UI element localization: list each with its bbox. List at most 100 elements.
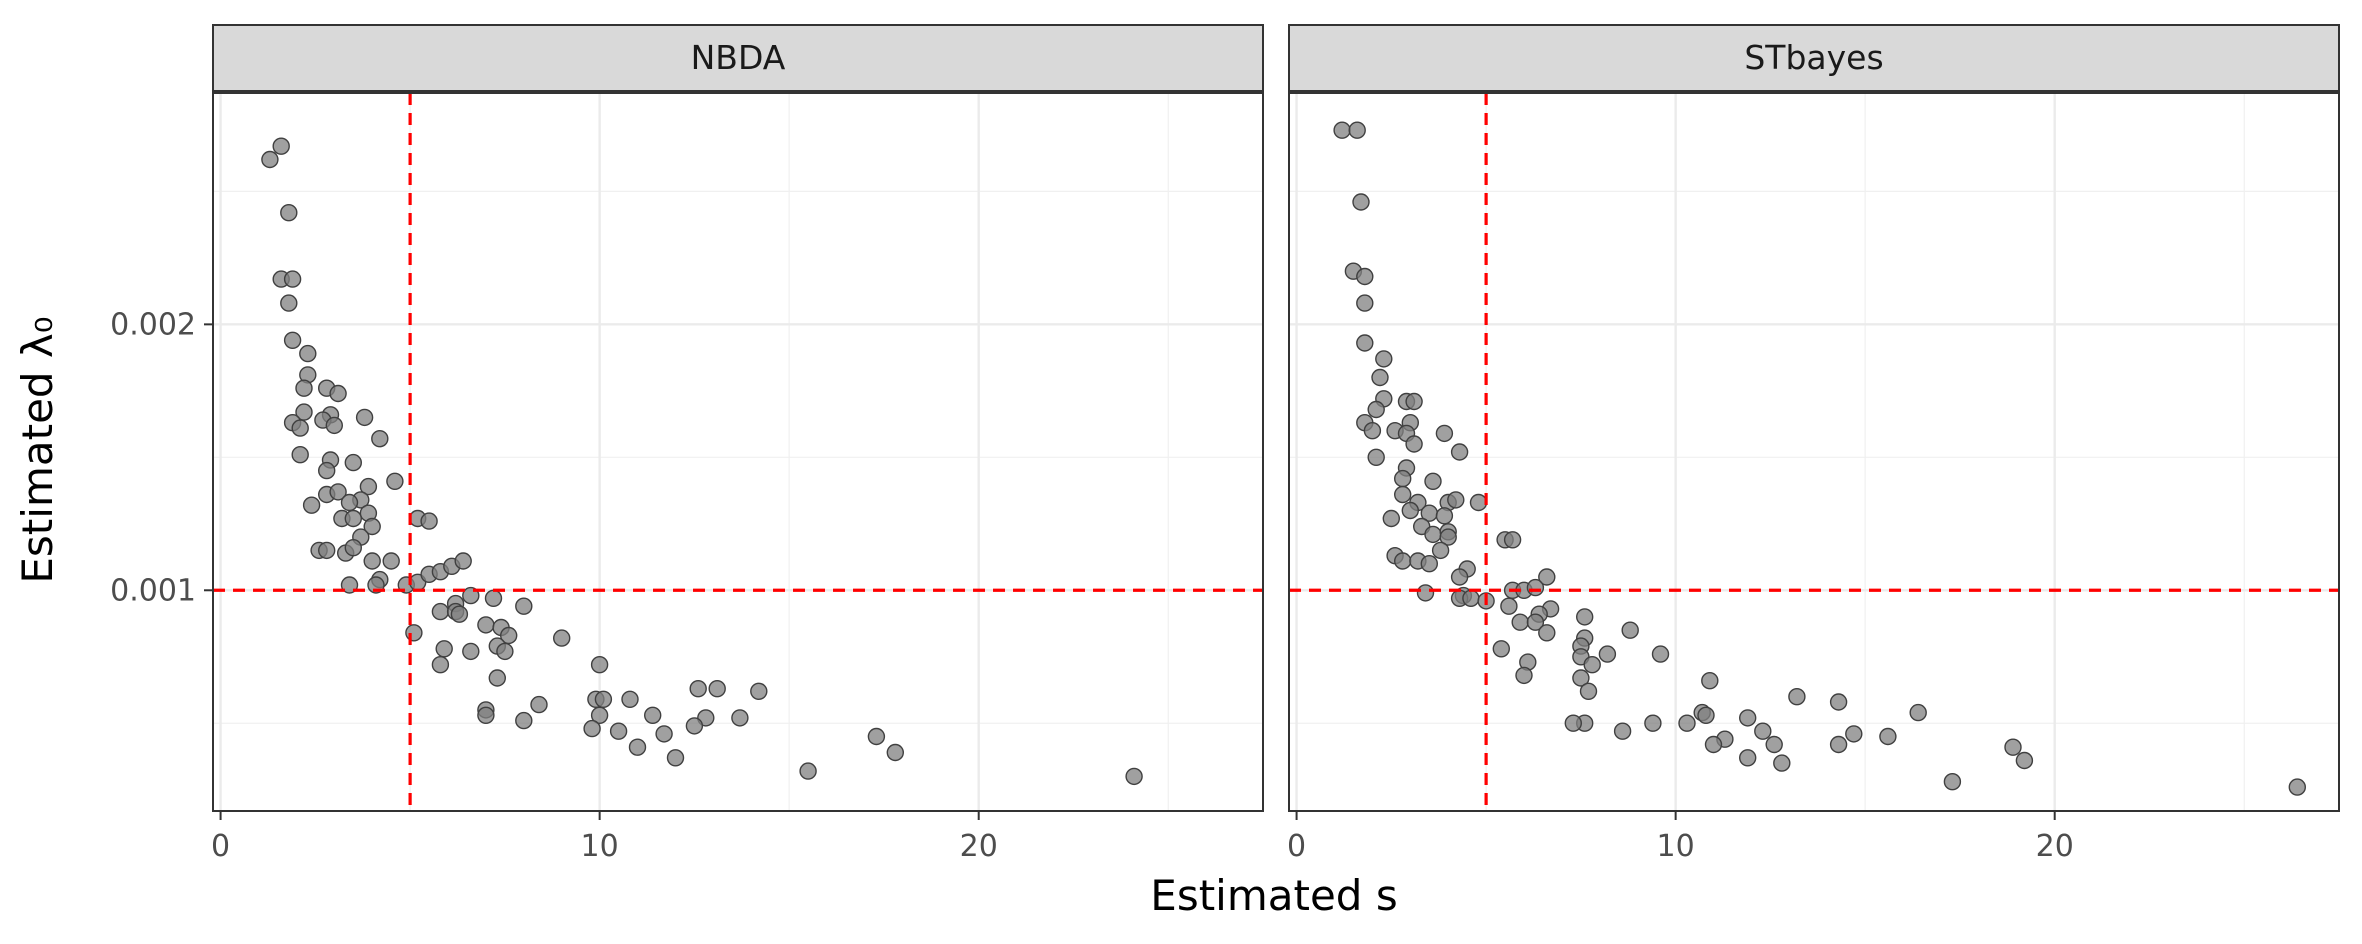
data-point <box>420 512 438 530</box>
data-point <box>1879 727 1897 746</box>
data-point <box>344 539 362 557</box>
data-point <box>1678 714 1696 732</box>
data-point <box>1352 193 1370 211</box>
x-tick-label: 10 <box>581 829 619 864</box>
x-tick-label: 20 <box>2036 829 2074 864</box>
data-point <box>621 690 639 708</box>
data-point <box>340 493 359 512</box>
data-point <box>530 695 548 714</box>
data-point <box>435 640 453 658</box>
data-point <box>1943 773 1962 791</box>
data-point <box>1697 706 1715 724</box>
data-point <box>477 706 495 724</box>
data-point <box>371 430 389 448</box>
data-point <box>1375 350 1393 368</box>
data-point <box>1435 424 1454 443</box>
data-point <box>1420 555 1439 573</box>
data-point <box>553 629 571 647</box>
data-point <box>291 419 309 437</box>
data-point <box>1538 568 1556 586</box>
data-point <box>886 743 904 762</box>
data-point <box>1431 541 1450 560</box>
data-point <box>2015 751 2034 770</box>
data-point <box>1829 735 1848 754</box>
y-tick-label: 0.002 <box>110 307 196 342</box>
data-point <box>685 717 704 735</box>
data-point <box>405 624 423 642</box>
data-point <box>1598 645 1617 663</box>
data-point <box>1450 568 1469 586</box>
data-point <box>1829 693 1848 711</box>
data-point <box>1333 121 1351 139</box>
data-point <box>1773 754 1791 772</box>
data-point <box>280 203 298 222</box>
facet-strip-label: STbayes <box>1744 38 1883 77</box>
data-point <box>1575 608 1594 626</box>
data-point <box>1382 509 1401 528</box>
data-point <box>1447 491 1465 509</box>
data-point <box>329 384 347 403</box>
data-point <box>655 725 673 743</box>
data-point <box>1450 443 1469 461</box>
facet-strip <box>212 24 1264 92</box>
data-point <box>1845 725 1863 743</box>
data-point <box>299 344 317 363</box>
data-point <box>1738 749 1757 767</box>
plot-background <box>213 93 1263 811</box>
data-point <box>283 270 302 288</box>
x-tick-label: 0 <box>211 829 230 864</box>
data-point <box>1125 767 1143 786</box>
data-point <box>1754 722 1772 740</box>
x-tick-label: 10 <box>1657 829 1695 864</box>
data-point <box>386 472 404 490</box>
data-point <box>1367 400 1385 419</box>
data-point <box>382 552 400 570</box>
panel-border <box>212 92 1264 812</box>
data-point <box>1621 621 1639 639</box>
data-point <box>1405 392 1423 411</box>
data-point <box>666 749 685 767</box>
data-point <box>431 656 450 674</box>
data-point <box>731 709 749 727</box>
data-point <box>500 626 518 645</box>
panel-nbda: NBDA 0 10 20 0.001 0.002 <box>110 24 1264 864</box>
data-point <box>750 682 768 700</box>
data-point <box>1738 709 1757 727</box>
data-point <box>329 483 347 501</box>
data-point <box>272 137 290 155</box>
data-point <box>1405 435 1423 453</box>
data-point <box>280 294 298 312</box>
data-point <box>1564 714 1583 732</box>
data-point <box>867 727 886 746</box>
data-point <box>2288 778 2307 796</box>
data-point <box>1393 469 1412 488</box>
panels-layer: NBDA 0 10 20 0.001 0.002 STbayes 0 10 20 <box>110 24 2340 864</box>
data-point <box>1572 669 1590 687</box>
data-point <box>1435 507 1454 525</box>
data-point <box>1765 735 1783 754</box>
data-point <box>1651 645 1670 663</box>
data-point <box>355 408 374 427</box>
x-axis-title: Estimated s <box>1150 871 1397 920</box>
data-point <box>325 416 343 435</box>
data-point <box>583 719 601 738</box>
data-point <box>1515 666 1533 685</box>
data-point <box>689 680 707 698</box>
data-point <box>1401 501 1420 520</box>
data-point <box>1416 584 1435 602</box>
data-point <box>1439 528 1457 546</box>
data-point <box>1492 640 1511 658</box>
plot-background <box>1289 93 2339 811</box>
data-point <box>462 642 480 661</box>
data-point <box>1469 493 1488 512</box>
data-point <box>1393 485 1412 504</box>
data-point <box>1356 267 1374 286</box>
data-point <box>628 738 647 756</box>
y-tick-label: 0.001 <box>110 573 196 608</box>
data-point <box>1348 121 1366 139</box>
data-point <box>799 762 817 780</box>
data-point <box>1424 525 1442 544</box>
data-point <box>1583 656 1601 674</box>
data-point <box>1704 735 1723 754</box>
